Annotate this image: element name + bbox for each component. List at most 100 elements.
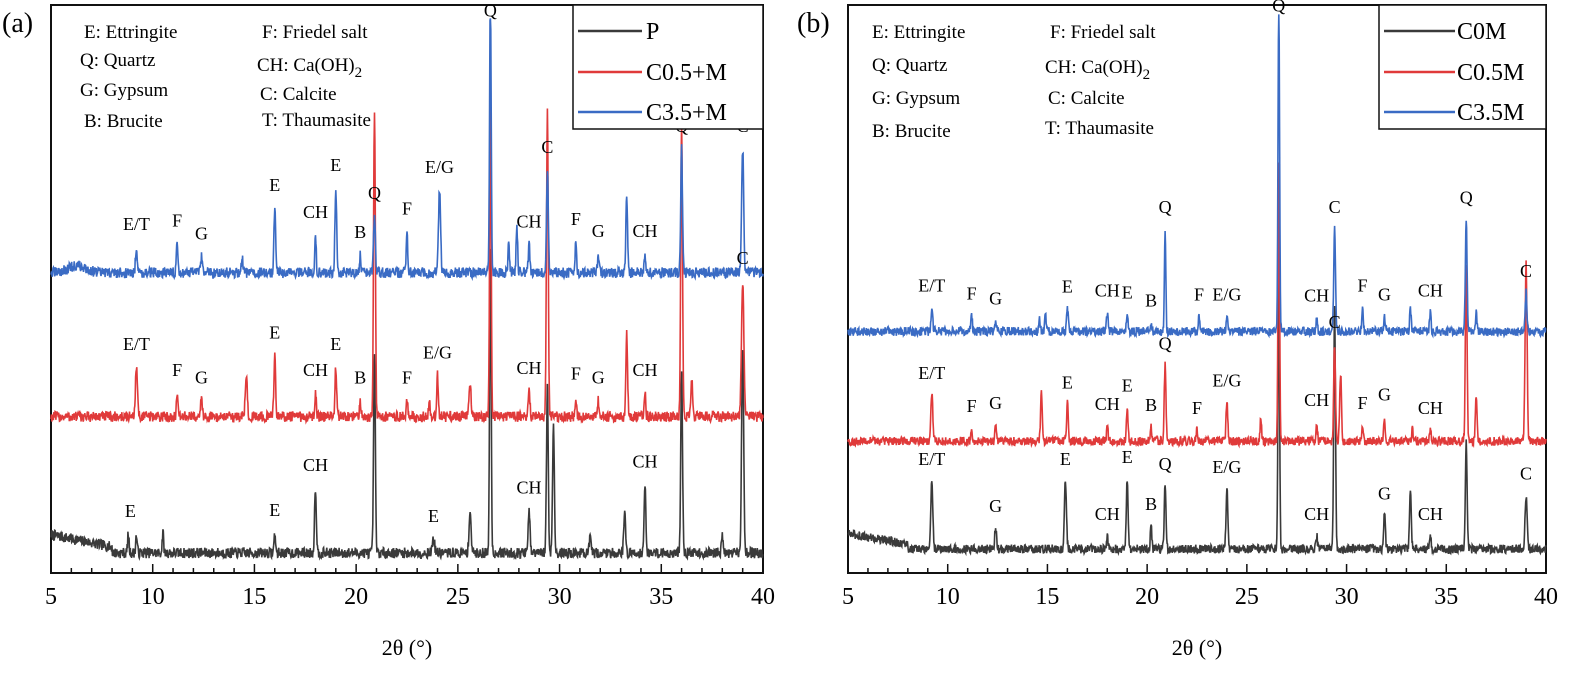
panel-b-peak-label: E xyxy=(1060,449,1071,469)
panel-b-peak-label: B xyxy=(1145,395,1157,415)
panel-a-peak-label: F xyxy=(571,209,581,229)
panel-b-x-tick-label: 40 xyxy=(1534,584,1558,610)
panel-b-peak-label: CH xyxy=(1095,280,1120,300)
panel-b-peak-label: CH xyxy=(1304,390,1329,410)
panel-b-key-gypsum: G: Gypsum xyxy=(872,88,960,109)
panel-a-series-p xyxy=(50,248,764,562)
panel-a-key-thaumasite: T: Thaumasite xyxy=(262,110,371,131)
panel-a-peak-label: E xyxy=(330,334,341,354)
panel-a-x-tick-label: 25 xyxy=(446,584,470,610)
panel-b-peak-label: Q xyxy=(1460,187,1473,207)
panel-b-peak-label: F xyxy=(1358,276,1368,296)
panel-b-peak-label: B xyxy=(1145,290,1157,310)
panel-a-peak-label: CH xyxy=(303,360,328,380)
panel-b-x-tick-label: 20 xyxy=(1135,584,1159,610)
panel-a-x-axis: 5 10 15 20 25 30 35 40 xyxy=(45,564,775,610)
panel-a-peak-label: CH xyxy=(517,212,542,232)
panel-a-peak-label: F xyxy=(402,199,412,219)
panel-a-key-calcite: C: Calcite xyxy=(260,84,337,105)
panel-b-key-thaumasite: T: Thaumasite xyxy=(1045,118,1154,139)
panel-a-x-tick-label: 40 xyxy=(751,584,775,610)
panel-a-peak-label: CH xyxy=(633,221,658,241)
panel-a-x-tick-label: 30 xyxy=(548,584,572,610)
panel-a-peak-label: Q xyxy=(484,0,497,20)
panel-a-legend-label-c35m: C3.5+M xyxy=(646,100,727,126)
panel-a-key-ca-oh-sub: 2 xyxy=(355,65,363,81)
panel-b-x-tick-label: 10 xyxy=(936,584,960,610)
panel-a-key-gypsum: G: Gypsum xyxy=(80,80,168,101)
panel-a-key-ca-oh: CH: Ca(OH)2 xyxy=(257,55,362,81)
panel-b-key-brucite: B: Brucite xyxy=(872,121,951,142)
panel-a-x-tick-label: 35 xyxy=(649,584,673,610)
panel-a-key-quartz: Q: Quartz xyxy=(80,50,155,71)
panel-a-legend-label-c05m: C0.5+M xyxy=(646,60,727,86)
panel-b-peak-label: CH xyxy=(1095,394,1120,414)
panel-b-peak-label: Q xyxy=(1159,454,1172,474)
panel-b-peak-label: E xyxy=(1122,282,1133,302)
panel-b-series-c0-5m xyxy=(847,162,1547,449)
panel-b-peak-label: G xyxy=(989,393,1002,413)
panel-b-peak-label: E xyxy=(1122,376,1133,396)
panel-b-peak-label: E xyxy=(1122,447,1133,467)
panel-a-peak-label: CH xyxy=(303,202,328,222)
panel-a-peak-label: F xyxy=(172,360,182,380)
panel-b-peak-label: G xyxy=(989,288,1002,308)
panel-b-peak-label: G xyxy=(989,496,1002,516)
panel-b-peak-label: C xyxy=(1520,261,1532,281)
panel-a-peak-label: F xyxy=(172,210,182,230)
panel-b-peak-label: Q xyxy=(1159,197,1172,217)
panel-b-peak-label: C xyxy=(1329,312,1341,332)
panel-b-peak-label: E/G xyxy=(1212,457,1241,477)
panel-a-peak-label: F xyxy=(402,367,412,387)
panel-a-frame xyxy=(50,4,764,574)
panel-a-peak-label: E/T xyxy=(123,334,150,354)
panel-b-key-ca-oh-text: CH: Ca(OH) xyxy=(1045,57,1143,78)
panel-b-peak-label: F xyxy=(1358,393,1368,413)
panel-a-x-tick-label: 5 xyxy=(45,584,57,610)
panel-a-peak-label: E/G xyxy=(425,157,454,177)
panel-b-peak-label: E xyxy=(1062,277,1073,297)
panel-b-peak-label: CH xyxy=(1304,504,1329,524)
panel-b-peak-label: G xyxy=(1378,384,1391,404)
panel-a-series-group xyxy=(50,18,764,562)
panel-b-legend-label-c05m: C0.5M xyxy=(1457,60,1524,86)
panel-a-peak-label: CH xyxy=(517,478,542,498)
panel-b-series-c3-5m xyxy=(847,14,1547,339)
panel-b-peak-label: E/T xyxy=(918,276,945,296)
panel-b-phase-key: E: Ettringite F: Friedel salt Q: Quartz … xyxy=(872,22,1156,142)
panel-b-peak-label: G xyxy=(1378,483,1391,503)
panel-a-key-friedel-salt: F: Friedel salt xyxy=(262,22,368,43)
panel-a-peak-label: E xyxy=(269,322,280,342)
panel-b-key-ettringite: E: Ettringite xyxy=(872,22,965,43)
panel-b-peak-label: E/G xyxy=(1212,284,1241,304)
panel-a-peak-label: E xyxy=(428,506,439,526)
panel-a-peak-label: G xyxy=(592,367,605,387)
panel-a-series-c3-5-m xyxy=(50,18,764,282)
panel-b-peak-label: CH xyxy=(1304,285,1329,305)
panel-a-peak-label: B xyxy=(354,222,366,242)
panel-b-legend: C0M C0.5M C3.5M xyxy=(1378,4,1547,130)
panel-a-peak-label: E xyxy=(269,500,280,520)
panel-a-peak-label: E xyxy=(330,155,341,175)
panel-b-peak-label: CH xyxy=(1095,504,1120,524)
panel-b-peak-label: CH xyxy=(1418,398,1443,418)
panel-a-peak-label: G xyxy=(195,367,208,387)
panel-b-peak-label: CH xyxy=(1418,280,1443,300)
panel-a-legend-box xyxy=(572,4,764,130)
panel-a-x-tick-label: 20 xyxy=(344,584,368,610)
panel-a-peak-label: G xyxy=(195,223,208,243)
panel-a-key-ettringite: E: Ettringite xyxy=(84,22,177,43)
panel-a-peak-label: E/G xyxy=(423,343,452,363)
panel-a-phase-key: E: Ettringite F: Friedel salt Q: Quartz … xyxy=(80,22,371,132)
panel-a-peak-label: CH xyxy=(633,360,658,380)
panel-a-peak-label: CH xyxy=(303,455,328,475)
panel-a-key-ca-oh-text: CH: Ca(OH) xyxy=(257,55,355,76)
panel-a-peak-label: Q xyxy=(368,183,381,203)
panel-a-peak-label: CH xyxy=(633,452,658,472)
panel-b-peak-label: E/T xyxy=(918,449,945,469)
panel-b-x-axis-title: 2θ (°) xyxy=(1172,635,1223,660)
panel-b-series-c0m xyxy=(847,275,1547,557)
panel-b-x-tick-label: 35 xyxy=(1434,584,1458,610)
